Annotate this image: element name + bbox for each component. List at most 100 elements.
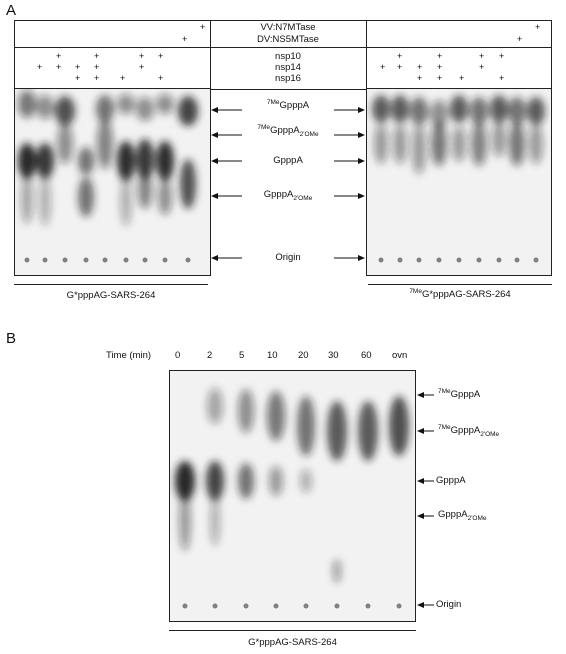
gel-right-lane-8-band-1 xyxy=(529,124,543,164)
plus-right-r4-l2: + xyxy=(417,73,423,83)
gel-right-lane-2-band-0 xyxy=(410,97,428,125)
band-arrows-a xyxy=(211,107,365,261)
gel-right-lane-1-origin xyxy=(397,257,403,263)
time-point-3: 10 xyxy=(267,350,278,361)
gel-right-lane-5-band-1 xyxy=(471,122,487,166)
gel-right-lane-7-band-1 xyxy=(509,122,525,166)
gel-b-lane-0-band-1 xyxy=(179,491,191,551)
band-label-a-gpppa2ome: GpppA2'OMe xyxy=(263,189,313,202)
time-point-5: 30 xyxy=(328,350,339,361)
time-point-0: 0 xyxy=(175,350,181,361)
gel-right-lane-0-band-1 xyxy=(374,124,388,164)
header-label-nsp10: nsp10 xyxy=(275,51,301,62)
gel-b-lane-7-origin xyxy=(396,603,402,609)
gel-right-lanes xyxy=(372,95,545,263)
gel-right-lane-4-band-1 xyxy=(452,126,466,162)
gel-left-lane-4-origin xyxy=(102,257,108,263)
caption-line-b xyxy=(169,630,416,631)
plus-right-r0-l8: + xyxy=(535,22,541,32)
gel-right-lane-4-band-0 xyxy=(450,95,468,123)
gel-b-lane-5-origin xyxy=(334,603,340,609)
panel-a-header-frame xyxy=(14,20,552,90)
band-label-b-7megpppa2ome: 7MeGpppA2'OMe xyxy=(438,424,500,439)
gel-left-lane-1-band-0 xyxy=(36,95,54,119)
gel-left-lane-3-band-0 xyxy=(78,147,94,175)
gel-left-lane-5-band-1 xyxy=(117,141,135,181)
gel-b-lane-7-band-0 xyxy=(389,396,409,456)
caption-right: 7MeG*pppAG-SARS-264 xyxy=(409,288,511,301)
gel-left-lane-6-band-2 xyxy=(138,169,152,209)
gel-right-lane-7-band-0 xyxy=(508,97,526,125)
gel-left-lane-7-origin xyxy=(162,257,168,263)
gel-left-lane-0-band-1 xyxy=(18,143,36,179)
gel-right-lane-6-band-0 xyxy=(490,95,508,123)
gel-right-lane-1-band-0 xyxy=(391,95,409,123)
gel-b-lane-4-band-0 xyxy=(297,396,315,456)
plus-left-r4-l3: + xyxy=(94,73,100,83)
gel-left-lane-5-band-2 xyxy=(120,176,132,226)
caption-line-left xyxy=(14,284,208,285)
gel-right-lane-1-band-1 xyxy=(393,124,407,164)
gel-b-lane-1-band-1 xyxy=(206,461,224,501)
band-label-b-origin: Origin xyxy=(436,599,462,610)
gel-right-lane-6-band-1 xyxy=(492,121,506,157)
header-divider-right xyxy=(366,20,367,90)
gel-left-lane-6-band-0 xyxy=(136,97,154,121)
header-label-nsp14: nsp14 xyxy=(275,62,301,73)
plus-left-r0-l8: + xyxy=(200,22,206,32)
plus-left-r3-l3: + xyxy=(94,62,100,72)
band-label-a-gpppa: GpppA xyxy=(273,155,303,166)
gel-left-lane-0-band-0 xyxy=(18,90,36,118)
gel-b-lane-0-origin xyxy=(182,603,188,609)
plus-left-r4-l2: + xyxy=(75,73,81,83)
gel-left-lane-8-origin xyxy=(185,257,191,263)
gel-right-lane-5-band-0 xyxy=(470,97,488,125)
gel-left-lane-2-origin xyxy=(62,257,68,263)
plus-right-r2-l5: + xyxy=(479,51,485,61)
gel-left-lane-6-origin xyxy=(142,257,148,263)
gel-left-lane-7-band-0 xyxy=(156,94,174,114)
gel-left-lane-5-origin xyxy=(123,257,129,263)
plus-left-r3-l0: + xyxy=(37,62,43,72)
plus-right-r1-l7: + xyxy=(517,34,523,44)
gel-b-lane-6-band-0 xyxy=(358,401,378,461)
gel-left-lane-8-band-0 xyxy=(178,96,198,126)
plus-right-r2-l1: + xyxy=(397,51,403,61)
gel-b-lane-3-band-0 xyxy=(267,391,285,441)
gel-left-lane-8-band-1 xyxy=(180,159,196,209)
plus-right-r4-l3: + xyxy=(437,73,443,83)
gel-b-lane-6-origin xyxy=(365,603,371,609)
panel-b-letter: B xyxy=(6,330,17,347)
gel-left-lane-5-band-0 xyxy=(117,94,135,114)
gel-left-lane-6-band-1 xyxy=(136,139,154,179)
band-label-b-7megpppa: 7MeGpppA xyxy=(438,388,481,401)
gel-right-lane-3-band-0 xyxy=(430,100,448,128)
header-divider-left xyxy=(210,20,211,90)
plus-right-r4-l4: + xyxy=(459,73,465,83)
gel-left-lane-3-origin xyxy=(83,257,89,263)
gel-b-lane-1-band-2 xyxy=(210,496,220,546)
plus-left-r2-l3: + xyxy=(94,51,100,61)
plus-sign-layer: + + + + + + + + + + + + + + + + + + + + + + + + + + + + + + xyxy=(0,0,566,100)
gel-left-lane-2-band-1 xyxy=(57,124,73,164)
time-point-6: 60 xyxy=(361,350,372,361)
gel-b-lane-3-band-1 xyxy=(269,466,283,496)
time-label: Time (min) xyxy=(106,350,152,361)
header-label-nsp16: nsp16 xyxy=(275,73,301,84)
plus-left-r2-l1: + xyxy=(56,51,62,61)
plus-right-r2-l3: + xyxy=(437,51,443,61)
gel-left-lane-4-band-1 xyxy=(97,119,113,169)
gel-left-lane-1-band-2 xyxy=(39,176,51,226)
gel-b-lane-2-origin xyxy=(243,603,249,609)
plus-left-r3-l2: + xyxy=(75,62,81,72)
header-divider-mid xyxy=(14,47,552,48)
gel-right xyxy=(366,88,552,276)
gel-left-lane-1-origin xyxy=(42,257,48,263)
time-points: 0 2 5 10 20 30 60 ovn xyxy=(0,350,566,364)
plus-right-r2-l6: + xyxy=(499,51,505,61)
gel-b-lane-0-band-0 xyxy=(175,461,195,501)
gel-right-lane-6-origin xyxy=(496,257,502,263)
band-label-a-origin: Origin xyxy=(275,252,301,263)
band-label-b-gpppa: GpppA xyxy=(436,475,466,486)
header-label-dv-ns5mtase: DV:NS5MTase xyxy=(257,34,319,45)
